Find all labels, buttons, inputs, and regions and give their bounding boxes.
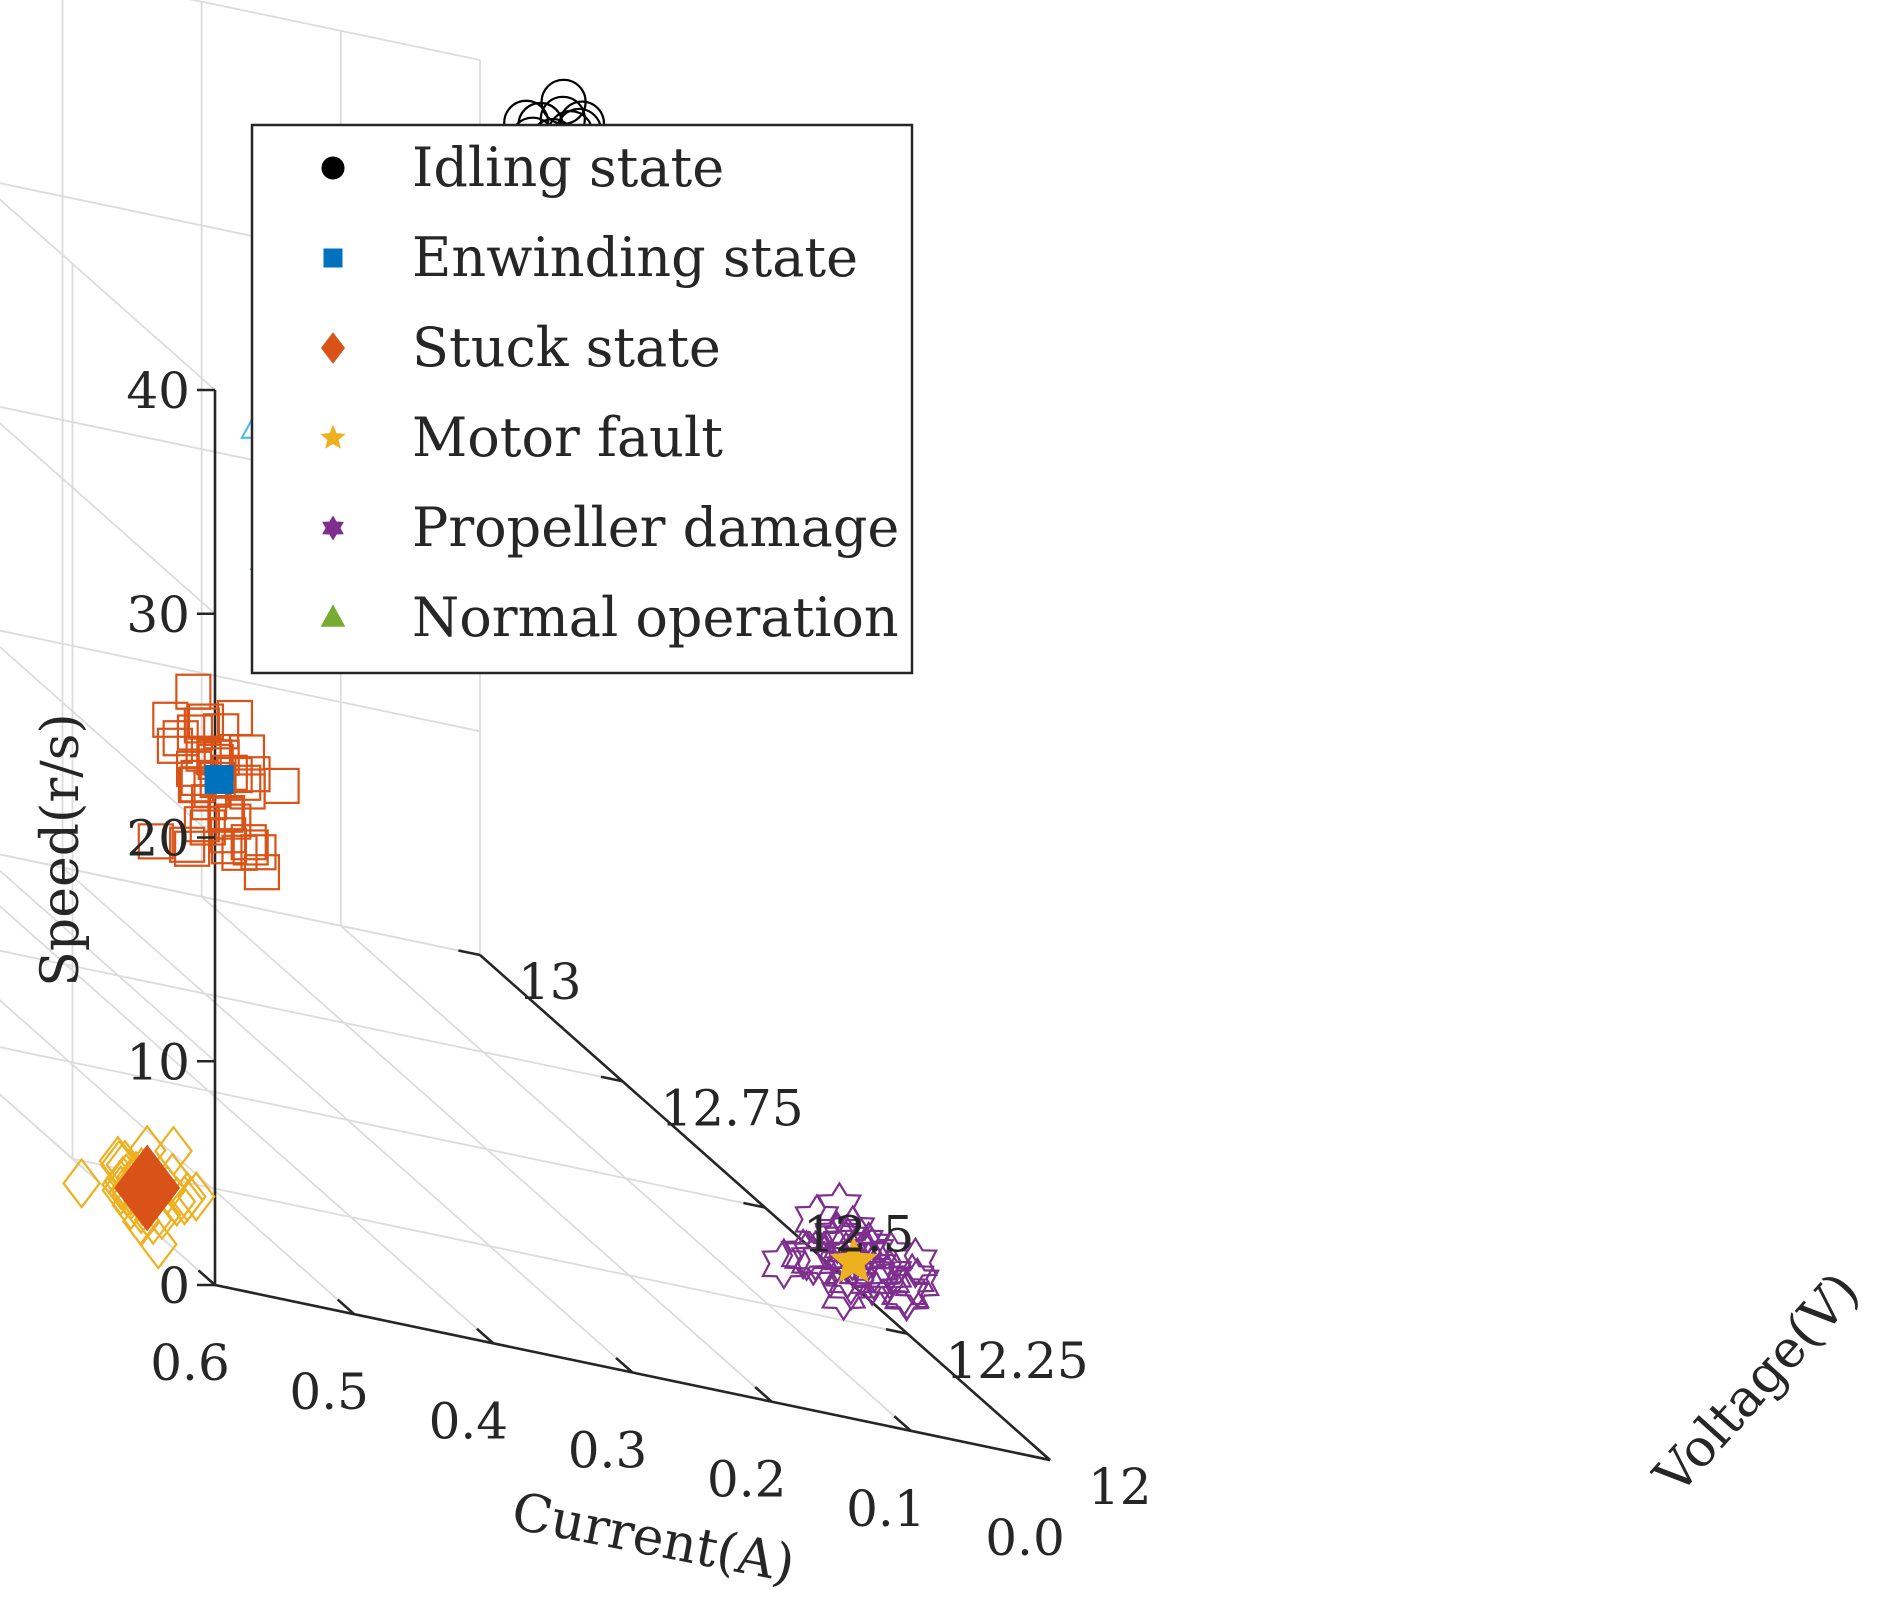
z-tick-label: 40 — [126, 362, 190, 420]
grid-line-back-speed — [0, 0, 480, 60]
legend-label: Idling state — [412, 136, 724, 199]
data-point — [245, 855, 279, 889]
y-axis-label: Voltage(V) — [1642, 1261, 1871, 1506]
grid-line-side-speed — [0, 0, 215, 390]
y-tick-label: 13 — [518, 953, 582, 1011]
x-tick-label: 0.0 — [985, 1509, 1065, 1567]
y-tick-mark — [458, 950, 480, 955]
legend-marker-icon — [322, 157, 344, 179]
data-point — [178, 1173, 214, 1221]
legend-label: Motor fault — [412, 406, 723, 469]
legend-label: Normal operation — [412, 586, 899, 649]
z-axis-label: Speed(r/s) — [31, 713, 91, 986]
x-tick-mark — [199, 1270, 215, 1285]
z-tick-label: 20 — [126, 810, 190, 868]
y-tick-label: 12.5 — [803, 1206, 914, 1264]
x-tick-label: 0.6 — [150, 1334, 230, 1392]
chart-3d-scatter: 0.6 0.5 0.4 0.3 0.2 0.1 0.0 12 12.25 12.5 12.75 13 0… — [0, 0, 1887, 1617]
x-tick-label: 0.3 — [568, 1422, 648, 1480]
data-point-filled — [205, 765, 233, 793]
legend-marker-icon — [324, 249, 342, 267]
legend-label: Propeller damage — [412, 496, 899, 559]
z-tick-label: 0 — [158, 1257, 190, 1315]
legend-label: Stuck state — [412, 316, 721, 379]
legend: Idling state Enwinding state Stuck state Mo… — [252, 125, 912, 673]
z-tick-label: 30 — [126, 586, 190, 644]
y-tick-label: 12.25 — [946, 1332, 1089, 1390]
y-tick-label: 12.75 — [661, 1079, 804, 1137]
z-tick-label: 10 — [126, 1033, 190, 1091]
y-tick-label: 12 — [1088, 1458, 1152, 1516]
x-tick-label: 0.1 — [846, 1480, 926, 1538]
x-tick-label: 0.5 — [289, 1363, 369, 1421]
legend-label: Enwinding state — [412, 226, 858, 289]
x-tick-label: 0.2 — [707, 1451, 787, 1509]
x-tick-label: 0.4 — [429, 1392, 509, 1450]
